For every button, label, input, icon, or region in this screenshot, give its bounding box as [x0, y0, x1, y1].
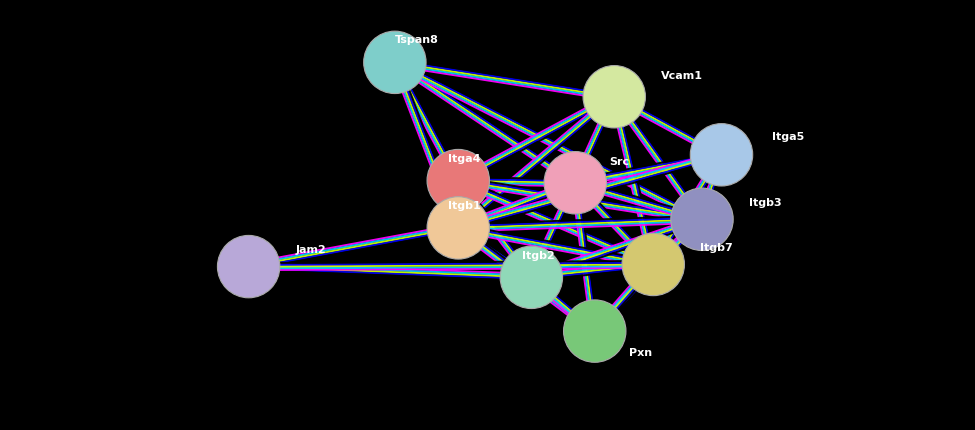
Text: Pxn: Pxn	[629, 348, 652, 359]
Text: Tspan8: Tspan8	[395, 35, 439, 45]
Circle shape	[564, 300, 626, 362]
Text: Src: Src	[609, 157, 630, 167]
Circle shape	[622, 233, 684, 296]
Circle shape	[427, 197, 489, 259]
Circle shape	[690, 123, 753, 186]
Text: Vcam1: Vcam1	[661, 71, 703, 81]
Text: Itgb7: Itgb7	[700, 243, 733, 253]
Text: Itgb2: Itgb2	[522, 251, 555, 261]
Circle shape	[544, 151, 606, 214]
Text: Jam2: Jam2	[295, 245, 327, 255]
Text: Itga5: Itga5	[772, 132, 804, 142]
Circle shape	[427, 149, 489, 212]
Circle shape	[671, 188, 733, 251]
Circle shape	[364, 31, 426, 94]
Text: Itgb3: Itgb3	[749, 198, 781, 208]
Circle shape	[217, 235, 280, 298]
Circle shape	[500, 246, 563, 309]
Text: Itgb1: Itgb1	[448, 201, 482, 212]
Text: Itga4: Itga4	[448, 154, 481, 164]
Circle shape	[583, 65, 645, 128]
